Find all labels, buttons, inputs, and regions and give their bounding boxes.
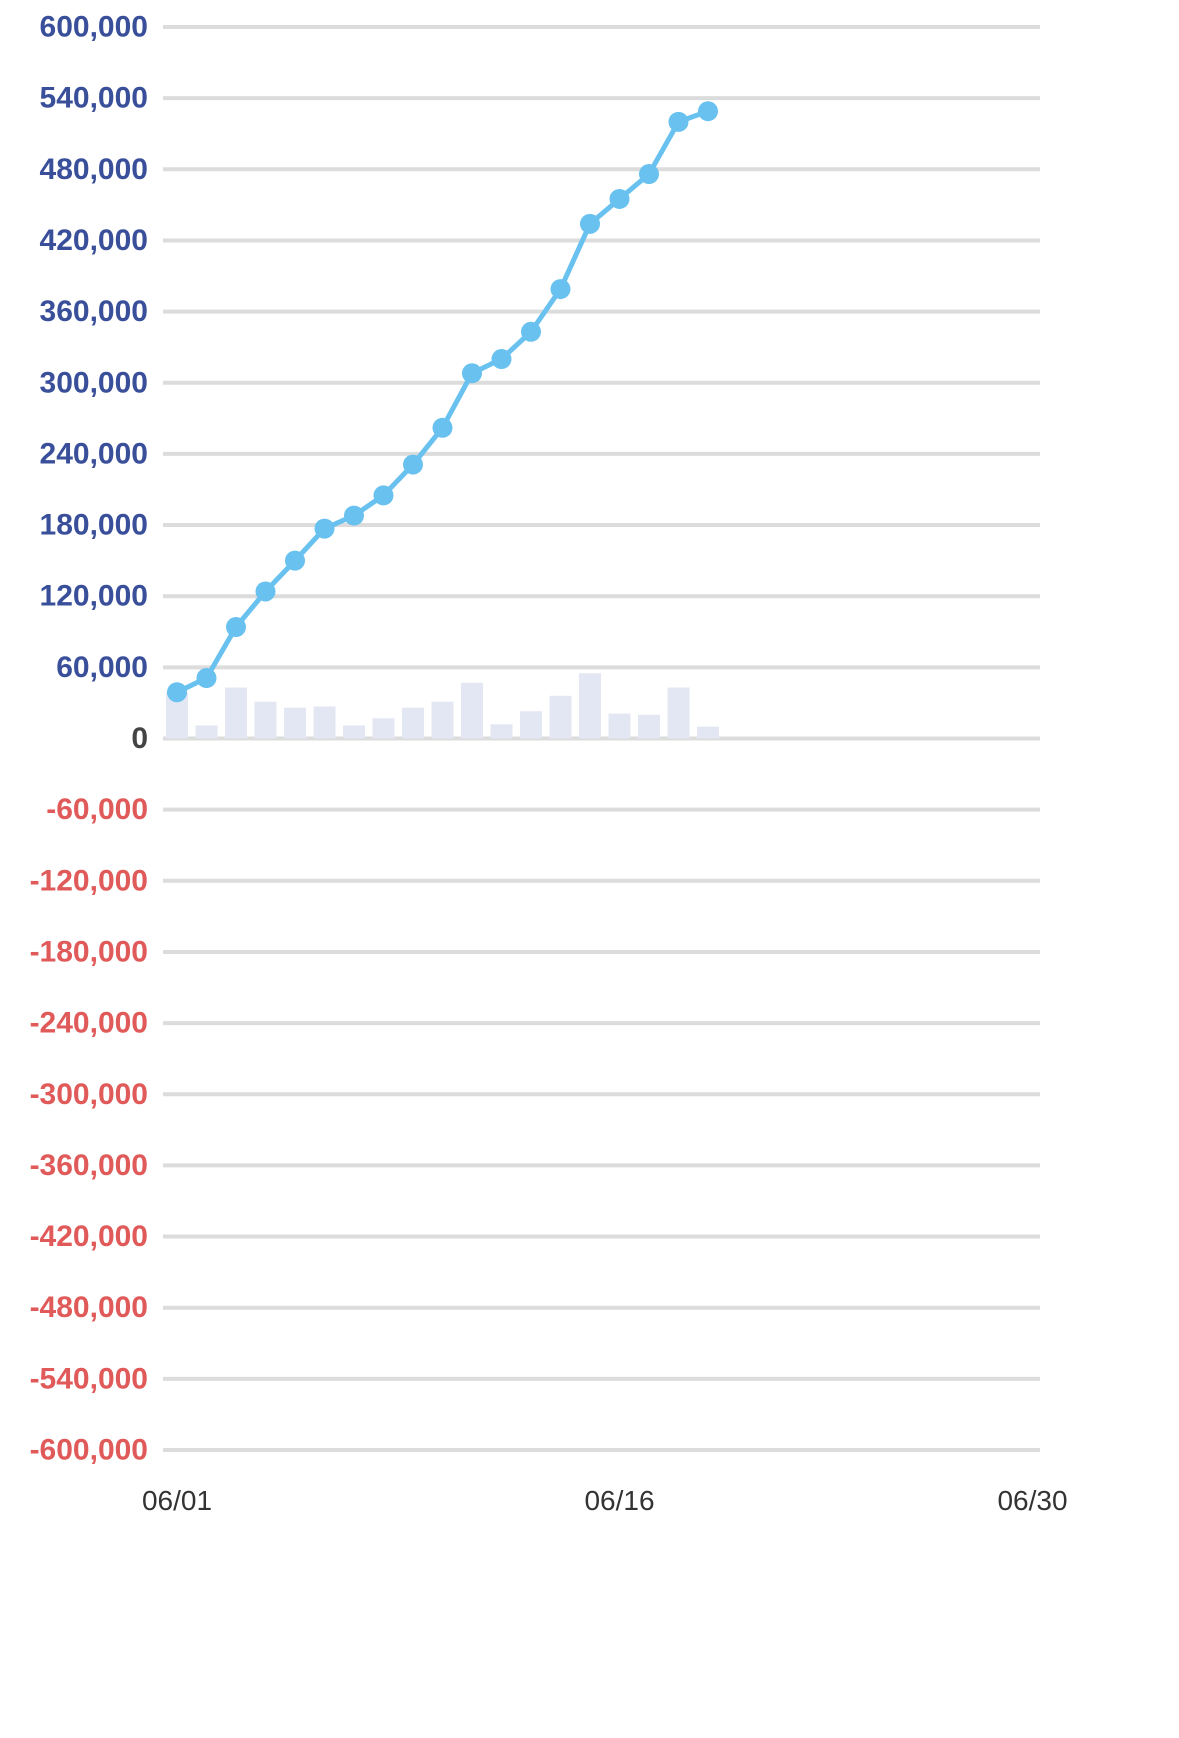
data-point [285,550,305,571]
y-tick-label: 300,000 [40,366,148,399]
data-point [668,111,689,132]
data-point [255,581,276,602]
bar [608,713,631,739]
y-tick-label: 480,000 [40,153,148,186]
data-point [580,213,600,234]
x-tick-label: 06/01 [142,1485,212,1516]
grid-layer [163,25,1040,1452]
data-point [521,321,541,342]
bar [225,687,247,739]
y-tick-label: 540,000 [40,82,148,115]
bar [490,724,513,739]
y-tick-label: -540,000 [30,1362,148,1395]
bar [638,714,660,739]
data-point [196,668,217,689]
bar [284,707,306,739]
bar [372,718,395,739]
bar [579,673,601,739]
y-tick-label: -180,000 [30,935,148,968]
y-tick-label: 60,000 [56,651,148,684]
y-tick-label: 420,000 [40,224,148,257]
y-axis-labels: 600,000 540,000 480,000 420,000 360,000 300,0… [30,11,148,1467]
x-tick-label: 06/16 [584,1485,654,1516]
bar [195,725,218,739]
bar [461,682,483,739]
y-tick-label: 180,000 [40,509,148,542]
y-tick-label: -120,000 [30,864,148,897]
data-point [226,617,246,638]
y-tick-label: -60,000 [46,793,148,826]
bar [313,706,336,739]
y-tick-label: -300,000 [30,1078,148,1111]
y-tick-label: 120,000 [40,580,148,613]
y-tick-label: -420,000 [30,1220,148,1253]
y-tick-label: -600,000 [30,1434,148,1467]
bar [667,687,690,739]
bar-layer [166,673,719,739]
data-point [344,505,364,526]
y-tick-label: -240,000 [30,1007,148,1040]
x-tick-label: 06/30 [997,1485,1067,1516]
y-tick-label: 0 [131,722,148,755]
bar [431,701,454,739]
bar [254,701,277,739]
data-point [639,164,659,185]
y-tick-label: -360,000 [30,1149,148,1182]
bar [402,707,424,739]
y-tick-label: 600,000 [40,11,148,44]
y-tick-label: 240,000 [40,437,148,470]
data-point [698,101,718,122]
bar [166,692,188,739]
x-axis-labels: 06/01 06/16 06/30 [142,1485,1068,1516]
data-point [550,279,571,300]
point-layer [167,101,718,703]
bar [697,726,719,739]
data-point [167,682,187,703]
data-point [373,485,394,506]
data-point [462,363,482,384]
bar [549,695,572,739]
data-point [609,188,630,209]
data-point [491,349,512,370]
bar [520,711,542,739]
y-tick-label: -480,000 [30,1291,148,1324]
y-tick-label: 360,000 [40,295,148,328]
data-point [403,454,423,475]
data-point [432,417,453,438]
bar [343,725,365,739]
data-point [314,518,335,539]
